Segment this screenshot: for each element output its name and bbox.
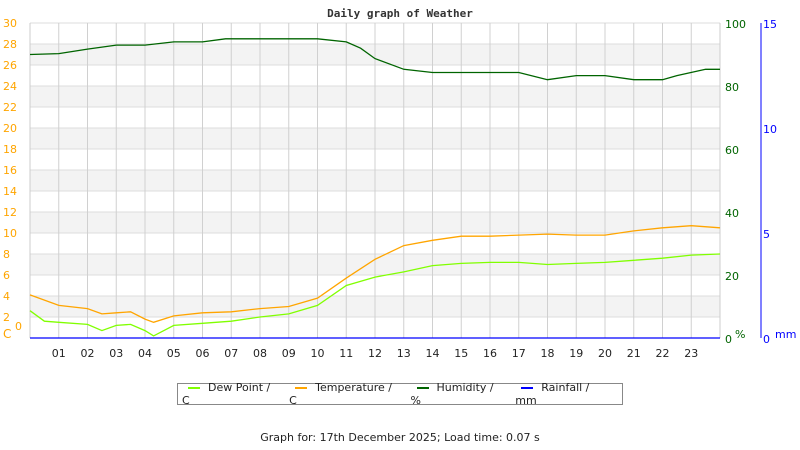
y-right-pct-unit: % [735,328,745,341]
legend-swatch [295,387,308,389]
y-left-tick-label: 28 [3,38,17,51]
x-tick-label: 11 [339,347,353,360]
x-tick-label: 03 [109,347,123,360]
legend-label: Humidity / % [410,381,494,407]
y-left-tick-label: 22 [3,101,17,114]
y-right-pct-tick-label: 100 [725,18,746,31]
y-left-tick-label: 2 [3,311,10,324]
y-right-mm-tick-label: 0 [763,333,770,346]
chart-title: Daily graph of Weather [327,7,473,20]
x-tick-label: 08 [253,347,267,360]
x-tick-label: 21 [627,347,641,360]
legend-item: Rainfall / mm [515,381,612,407]
x-tick-label: 10 [311,347,325,360]
y-right-mm-tick-label: 10 [763,123,777,136]
x-tick-label: 05 [167,347,181,360]
y-right-pct-tick-label: 80 [725,81,739,94]
legend-swatch [416,387,429,389]
x-tick-label: 13 [397,347,411,360]
y-right-pct-tick-label: 40 [725,207,739,220]
y-left-tick-label: 16 [3,164,17,177]
y-left-tick-label: 24 [3,80,17,93]
y-left-tick-label: 26 [3,59,17,72]
y-left-unit: C [3,327,11,341]
x-tick-label: 18 [541,347,555,360]
legend-item: Dew Point / C [182,381,279,407]
x-tick-label: 02 [81,347,95,360]
legend-item: Temperature / C [289,381,400,407]
y-left-tick-label: 30 [3,17,17,30]
footer-text: Graph for: 17th December 2025; Load time… [260,431,540,444]
x-tick-label: 23 [684,347,698,360]
y-left-tick-label: 0 [15,320,22,333]
y-right-pct-tick-label: 0 [725,333,732,346]
y-left-tick-label: 4 [3,290,10,303]
x-tick-label: 20 [598,347,612,360]
y-left-tick-label: 10 [3,227,17,240]
legend-swatch [521,387,534,389]
y-right-pct-tick-label: 60 [725,144,739,157]
x-tick-label: 09 [282,347,296,360]
y-left-tick-label: 18 [3,143,17,156]
y-right-mm-unit: mm [775,328,796,341]
x-tick-label: 01 [52,347,66,360]
x-tick-label: 04 [138,347,152,360]
x-tick-label: 12 [368,347,382,360]
series-line-dew [29,253,721,337]
x-tick-label: 07 [224,347,238,360]
y-left-tick-label: 8 [3,248,10,261]
series-line-temperature [29,225,721,323]
y-left-tick-label: 12 [3,206,17,219]
series-line-humidity [29,38,720,81]
x-tick-label: 19 [569,347,583,360]
legend-item: Humidity / % [411,381,506,407]
y-left-tick-label: 20 [3,122,17,135]
legend-label: Dew Point / C [182,381,271,407]
legend-label: Temperature / C [289,381,392,407]
y-right-pct-tick-label: 20 [725,270,739,283]
legend-swatch [188,387,200,389]
x-tick-label: 17 [512,347,526,360]
y-right-mm-tick-label: 5 [763,228,770,241]
legend-label: Rainfall / mm [515,381,590,407]
y-left-tick-label: 6 [3,269,10,282]
legend: Dew Point / C Temperature / C Humidity / %… [177,381,623,407]
y-right-mm-tick-label: 15 [763,18,777,31]
y-left-tick-label: 14 [3,185,17,198]
x-tick-label: 06 [196,347,210,360]
x-tick-label: 22 [656,347,670,360]
x-tick-label: 15 [454,347,468,360]
x-tick-label: 16 [483,347,497,360]
x-tick-label: 14 [426,347,440,360]
